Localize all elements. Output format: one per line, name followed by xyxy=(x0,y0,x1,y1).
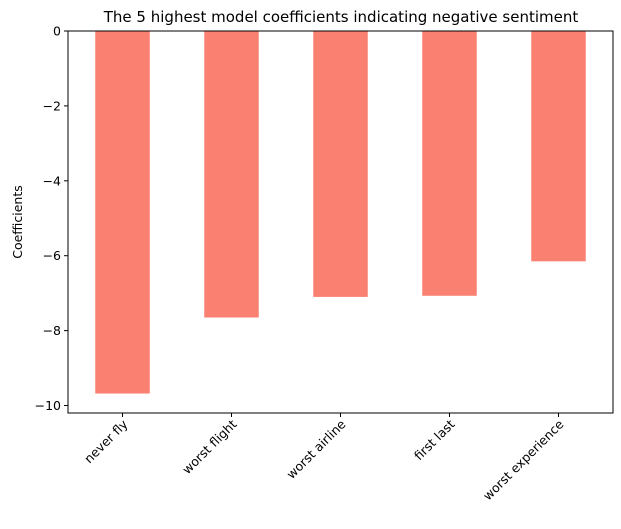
bar-3 xyxy=(422,31,477,296)
bar-4 xyxy=(531,31,586,262)
y-axis-label: Coefficients xyxy=(10,185,25,259)
y-tick-label-2: −4 xyxy=(43,173,61,188)
y-tick-label-0: 0 xyxy=(53,24,61,39)
x-axis: never fly worst flight worst airline first … xyxy=(81,413,567,503)
bar-2 xyxy=(313,31,368,297)
chart-title: The 5 highest model coefficients indicat… xyxy=(103,8,579,26)
x-tick-label-4: worst experience xyxy=(480,416,567,503)
bar-0 xyxy=(95,31,150,394)
bar-1 xyxy=(204,31,259,318)
y-tick-label-4: −8 xyxy=(43,323,61,338)
y-tick-label-3: −6 xyxy=(43,248,61,263)
x-tick-label-3: first last xyxy=(411,416,458,463)
y-axis: 0 −2 −4 −6 −8 −10 xyxy=(35,24,68,413)
y-tick-label-1: −2 xyxy=(43,98,61,113)
bars-group xyxy=(95,31,586,394)
y-tick-label-5: −10 xyxy=(35,398,61,413)
x-tick-label-0: never fly xyxy=(81,416,131,466)
x-tick-label-1: worst flight xyxy=(179,416,240,477)
x-tick-label-2: worst airline xyxy=(283,416,348,481)
